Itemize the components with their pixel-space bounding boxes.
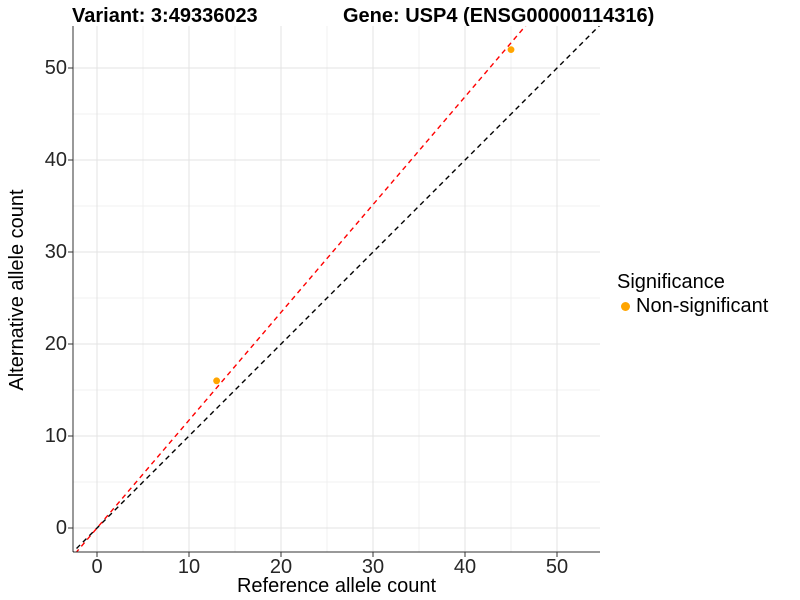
x-tick-label: 10 xyxy=(177,556,201,578)
variant-title: Variant: 3:49336023 xyxy=(72,5,258,27)
y-tick-label: 10 xyxy=(44,425,67,447)
x-tick-label: 50 xyxy=(545,556,569,578)
x-tick-label: 0 xyxy=(91,556,103,578)
y-tick-label: 40 xyxy=(44,149,67,172)
gene-title: Gene: USP4 (ENSG00000114316) xyxy=(343,5,655,27)
y-tick-label: 0 xyxy=(55,516,67,539)
y-tick-label: 20 xyxy=(44,333,67,355)
legend-item-label: Non-significant xyxy=(636,295,769,317)
legend-point-icon xyxy=(621,301,630,311)
identity-line xyxy=(73,26,600,552)
x-tick-label: 20 xyxy=(269,556,293,578)
x-axis-title: Reference allele count xyxy=(236,575,436,597)
legend: Significance Non-significant xyxy=(617,271,768,317)
y-tick-label: 30 xyxy=(44,241,67,264)
y-tick-label: 50 xyxy=(44,57,67,80)
y-axis-title: Alternative allele count xyxy=(6,189,28,391)
legend-title: Significance xyxy=(617,271,725,293)
x-tick-label: 30 xyxy=(361,556,385,578)
legend-items: Non-significant xyxy=(617,295,768,317)
data-point xyxy=(213,377,221,385)
legend-item: Non-significant xyxy=(617,295,768,317)
x-tick-label: 40 xyxy=(453,556,477,578)
data-point xyxy=(507,46,515,54)
